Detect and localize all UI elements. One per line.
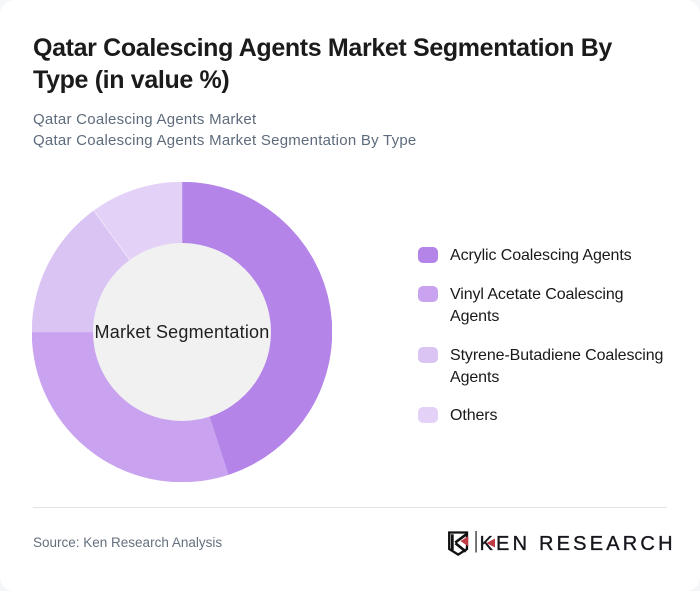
svg-text:KEN RESEARCH: KEN RESEARCH	[480, 533, 675, 555]
